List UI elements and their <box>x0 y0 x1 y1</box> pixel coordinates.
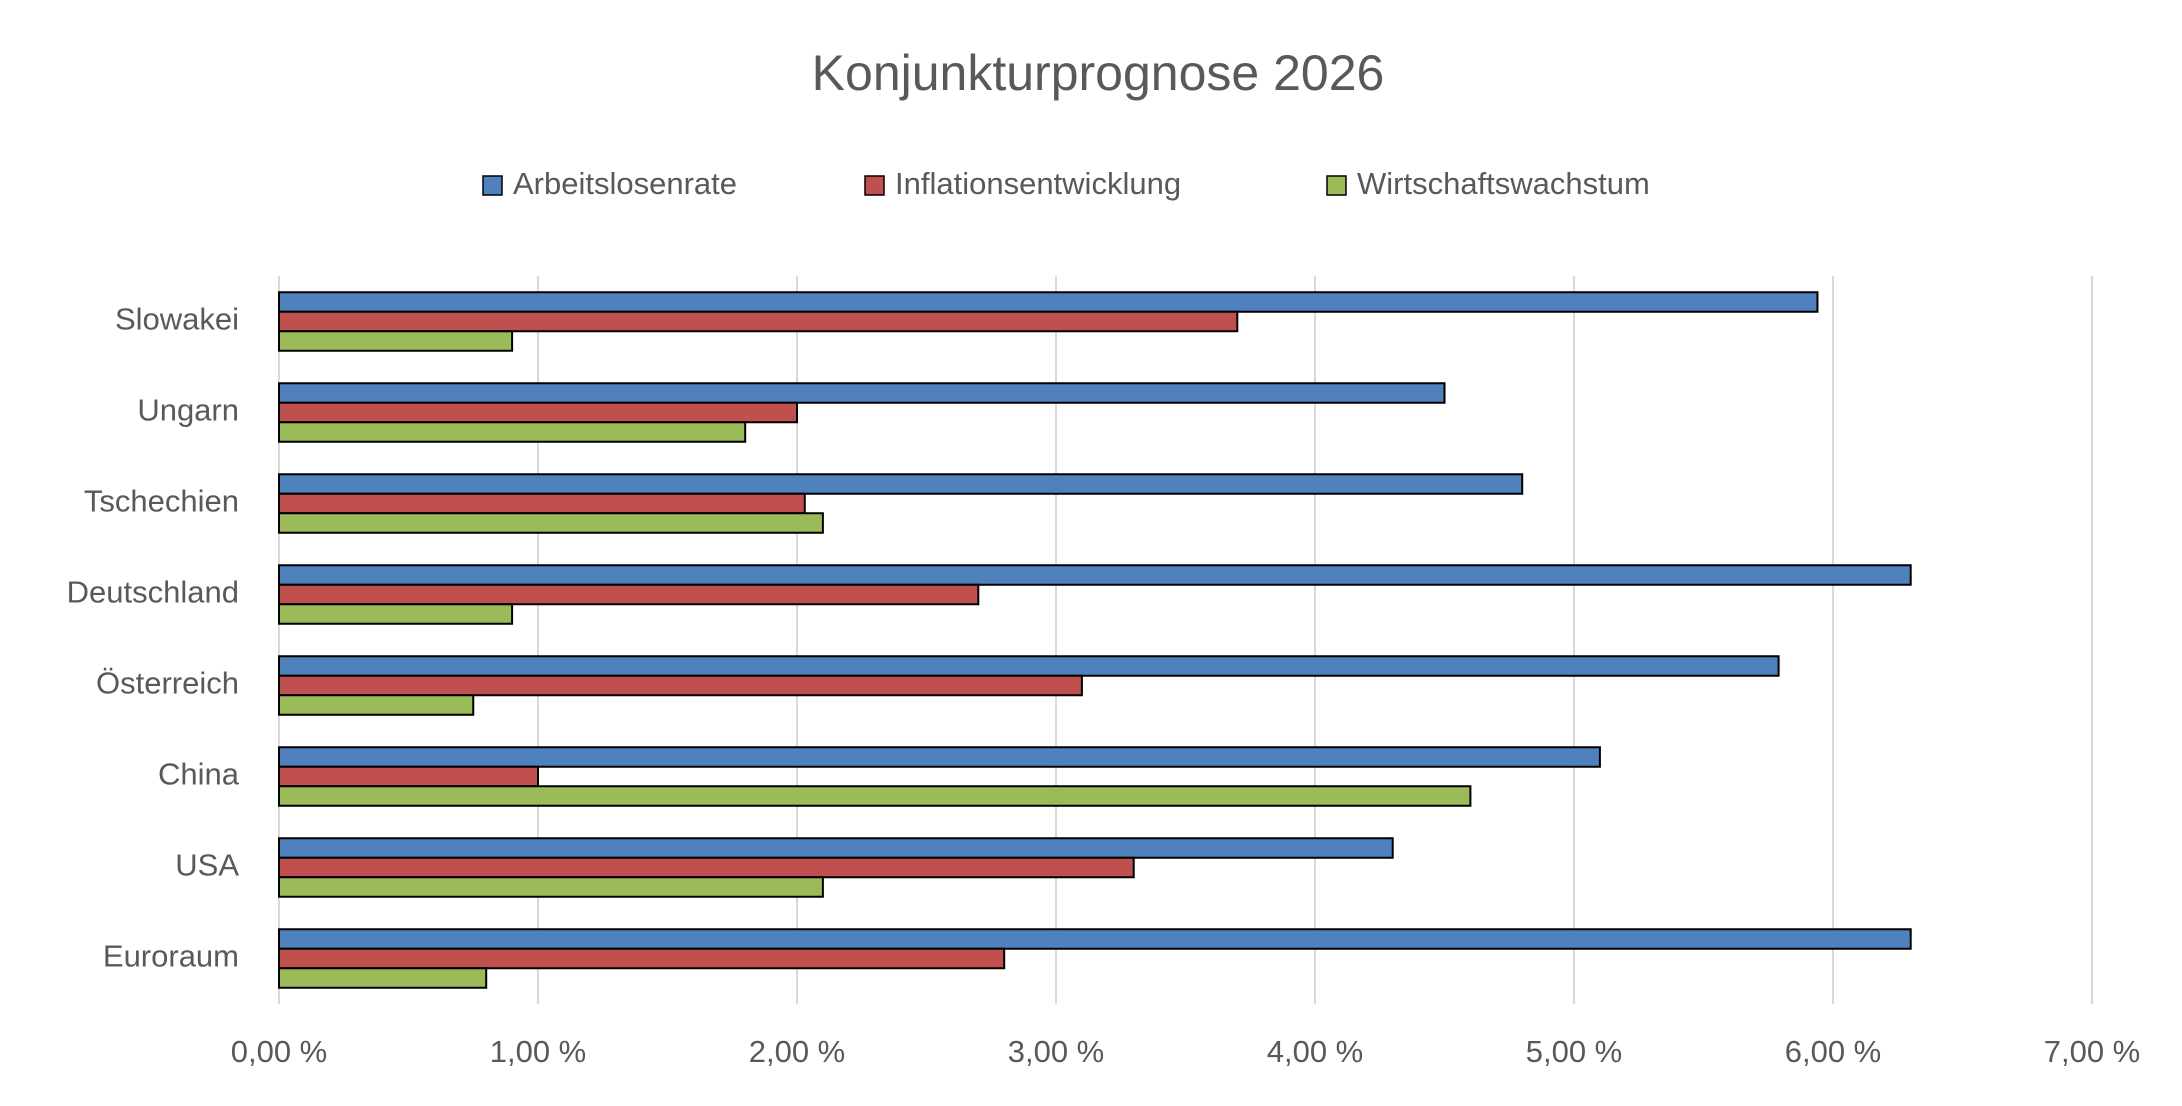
legend-label: Wirtschaftswachstum <box>1357 166 1650 201</box>
bar <box>278 856 1135 879</box>
bar <box>278 564 1912 586</box>
y-tick-label: Euroraum <box>103 939 239 974</box>
bar <box>278 401 798 424</box>
y-tick-label: China <box>158 757 240 792</box>
x-tick-label: 3,00 % <box>1008 1034 1105 1069</box>
x-tick-label: 5,00 % <box>1526 1034 1623 1069</box>
bar <box>278 876 824 898</box>
y-tick-label: Ungarn <box>137 393 239 428</box>
x-tick-label: 4,00 % <box>1267 1034 1364 1069</box>
bar <box>278 746 1601 768</box>
x-tick-label: 0,00 % <box>231 1034 328 1069</box>
x-tick-label: 2,00 % <box>749 1034 846 1069</box>
bar <box>278 421 747 443</box>
bar <box>278 674 1083 697</box>
bar <box>278 291 1819 313</box>
bar <box>278 512 824 534</box>
bar <box>278 330 514 352</box>
x-tick-label: 6,00 % <box>1785 1034 1882 1069</box>
bar <box>278 382 1446 404</box>
y-tick-label: USA <box>175 848 239 883</box>
x-tick-label: 1,00 % <box>490 1034 587 1069</box>
x-tick-label: 7,00 % <box>2044 1034 2141 1069</box>
legend-label: Arbeitslosenrate <box>513 166 737 201</box>
bar <box>278 583 980 606</box>
chart-title: Konjunkturprognose 2026 <box>812 45 1385 101</box>
bar <box>278 694 475 716</box>
legend-swatch <box>864 175 885 196</box>
bar <box>278 765 539 788</box>
y-tick-label: Slowakei <box>115 302 239 337</box>
bar <box>278 655 1780 677</box>
legend-label: Inflationsentwicklung <box>895 166 1181 201</box>
bar <box>278 837 1394 859</box>
bar <box>278 928 1912 950</box>
bar <box>278 473 1524 495</box>
bar <box>278 310 1239 333</box>
y-tick-label: Österreich <box>96 666 239 701</box>
y-tick-label: Deutschland <box>67 575 239 610</box>
bar <box>278 967 488 989</box>
legend-swatch <box>482 175 503 196</box>
bar <box>278 947 1006 970</box>
bar <box>278 603 514 625</box>
bar <box>278 785 1472 807</box>
y-tick-label: Tschechien <box>84 484 239 519</box>
bar <box>278 492 806 515</box>
legend-swatch <box>1326 175 1347 196</box>
